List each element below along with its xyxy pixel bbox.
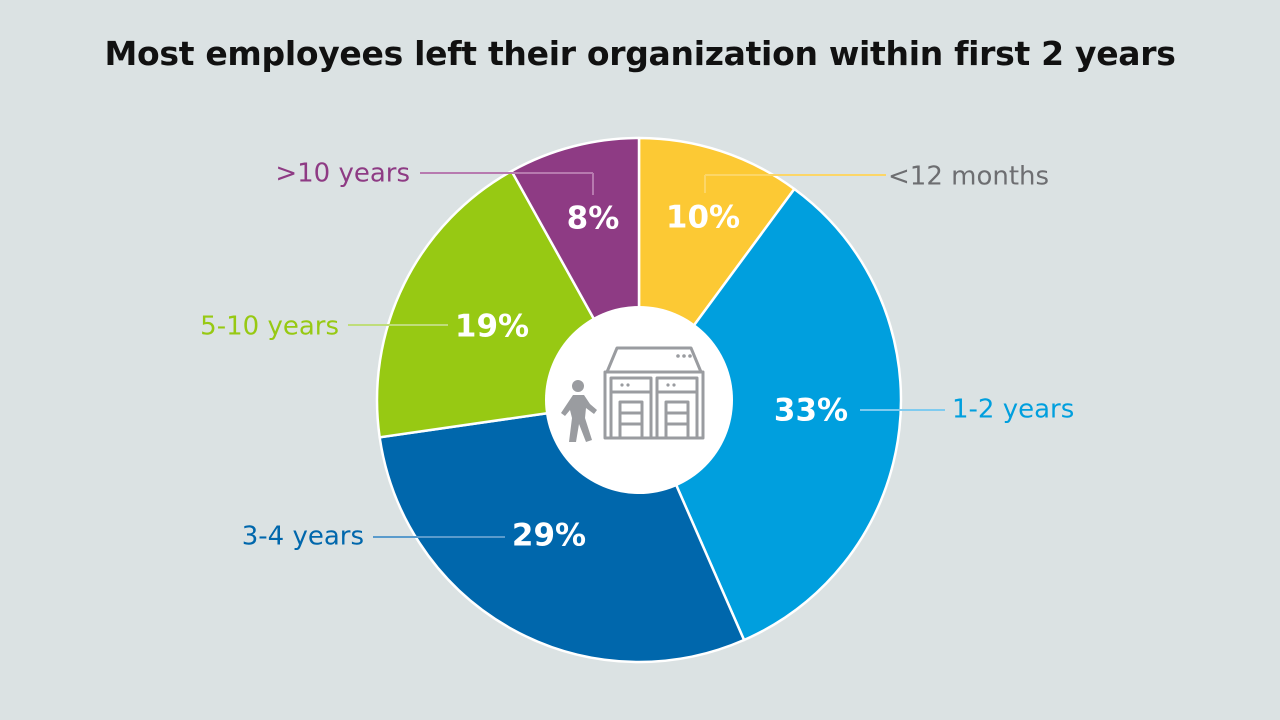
category-label-5-10-years: 5-10 years bbox=[200, 312, 339, 342]
pct-label-10-years: 8% bbox=[567, 201, 620, 237]
pct-label-3-4-years: 29% bbox=[512, 518, 586, 554]
category-label-1-2-years: 1-2 years bbox=[952, 395, 1074, 425]
pct-label-1-2-years: 33% bbox=[774, 393, 848, 429]
slice-1-2-years bbox=[637, 187, 903, 642]
person-leaving-building-icon bbox=[561, 346, 705, 442]
center-hole bbox=[545, 306, 733, 494]
category-label-10-years: >10 years bbox=[275, 159, 410, 189]
pct-label-12-months: 10% bbox=[666, 200, 740, 236]
category-label-12-months: <12 months bbox=[888, 162, 1049, 192]
category-label-3-4-years: 3-4 years bbox=[242, 522, 364, 552]
chart-title: Most employees left their organization w… bbox=[104, 34, 1176, 73]
leader-lines-group bbox=[348, 172, 945, 538]
pct-label-5-10-years: 19% bbox=[455, 309, 529, 345]
labels-group: 10% <12 months 33% 1-2 years 29% 3-4 years 19%… bbox=[200, 159, 1074, 554]
